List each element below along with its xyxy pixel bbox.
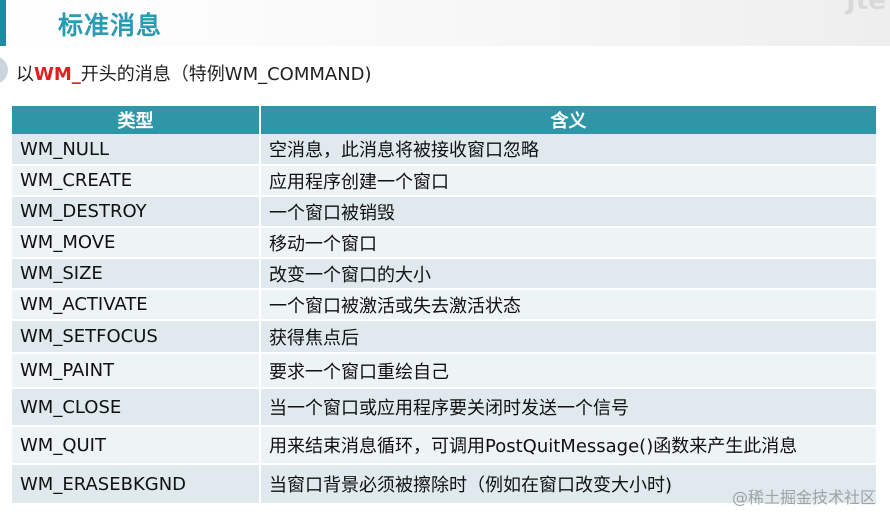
table-row: WM_DESTROY 一个窗口被销毁 — [12, 196, 876, 228]
corner-logo-fragment: Jte — [846, 0, 886, 16]
table-header-row: 类型 含义 — [12, 106, 876, 134]
cell-meaning: 一个窗口被销毁 — [260, 196, 876, 228]
cell-type: WM_NULL — [12, 134, 261, 166]
cell-meaning: 当窗口背景必须被擦除时（例如在窗口改变大小时) — [260, 464, 876, 505]
page-title: 标准消息 — [58, 11, 163, 40]
cell-meaning: 当一个窗口或应用程序要关闭时发送一个信号 — [260, 388, 876, 427]
subtitle: 以WM_开头的消息（特例WM_COMMAND) — [16, 60, 372, 86]
cell-type: WM_SETFOCUS — [12, 320, 261, 354]
header-meaning: 含义 — [260, 106, 876, 134]
table-row: WM_CREATE 应用程序创建一个窗口 — [12, 165, 876, 197]
table-row: WM_ERASEBKGND 当窗口背景必须被擦除时（例如在窗口改变大小时) — [12, 464, 876, 505]
cell-meaning: 要求一个窗口重绘自己 — [260, 353, 876, 389]
cell-type: WM_DESTROY — [12, 196, 261, 228]
subtitle-suffix: 开头的消息（特例WM_COMMAND) — [80, 64, 372, 85]
cell-type: WM_CLOSE — [12, 388, 261, 427]
cell-type: WM_MOVE — [12, 227, 261, 259]
cell-type: WM_QUIT — [12, 426, 261, 465]
cell-meaning: 一个窗口被激活或失去激活状态 — [260, 289, 876, 321]
cell-meaning: 获得焦点后 — [260, 320, 876, 354]
cell-meaning: 空消息，此消息将被接收窗口忽略 — [260, 134, 876, 166]
cell-meaning: 移动一个窗口 — [260, 227, 876, 259]
title-band — [0, 0, 890, 46]
table-row: WM_SETFOCUS 获得焦点后 — [12, 320, 876, 354]
cell-type: WM_SIZE — [12, 258, 261, 290]
bullet-marker — [0, 56, 8, 84]
cell-meaning: 应用程序创建一个窗口 — [260, 165, 876, 197]
subtitle-prefix: 以 — [16, 64, 34, 85]
subtitle-accent: WM_ — [34, 64, 81, 85]
cell-meaning: 改变一个窗口的大小 — [260, 258, 876, 290]
cell-type: WM_ACTIVATE — [12, 289, 261, 321]
table-row: WM_NULL 空消息，此消息将被接收窗口忽略 — [12, 134, 876, 166]
title-accent-bar — [0, 0, 6, 46]
table-row: WM_MOVE 移动一个窗口 — [12, 227, 876, 259]
cell-type: WM_CREATE — [12, 165, 261, 197]
message-table: 类型 含义 WM_NULL 空消息，此消息将被接收窗口忽略 WM_CREATE 应用… — [12, 106, 876, 505]
cell-type: WM_ERASEBKGND — [12, 464, 261, 505]
table-row: WM_SIZE 改变一个窗口的大小 — [12, 258, 876, 290]
watermark-text: @稀土掘金技术社区 — [731, 488, 876, 507]
table-row: WM_PAINT 要求一个窗口重绘自己 — [12, 353, 876, 389]
table-row: WM_CLOSE 当一个窗口或应用程序要关闭时发送一个信号 — [12, 388, 876, 427]
header-type: 类型 — [12, 106, 261, 134]
table-row: WM_ACTIVATE 一个窗口被激活或失去激活状态 — [12, 289, 876, 321]
cell-meaning: 用来结束消息循环，可调用PostQuitMessage()函数来产生此消息 — [260, 426, 876, 465]
table-row: WM_QUIT 用来结束消息循环，可调用PostQuitMessage()函数来产… — [12, 426, 876, 465]
cell-type: WM_PAINT — [12, 353, 261, 389]
